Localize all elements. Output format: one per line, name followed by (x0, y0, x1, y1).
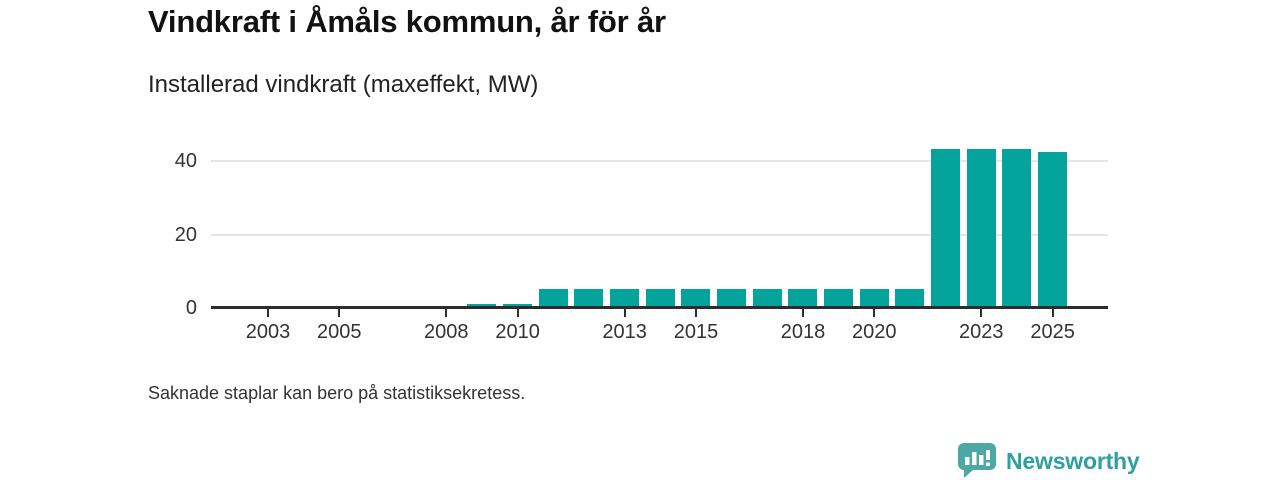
chart-footnote: Saknade staplar kan bero på statistiksek… (148, 383, 526, 403)
newsworthy-logo-text: Newsworthy (1006, 447, 1140, 474)
x-axis-tick (980, 309, 983, 318)
logo-mini-bars (965, 450, 990, 466)
bar-2013 (610, 289, 640, 309)
x-axis-tick (266, 309, 269, 318)
x-axis-tick-label: 2015 (673, 321, 719, 344)
y-axis-tick-label: 20 (174, 223, 197, 246)
bar-2023 (966, 148, 996, 309)
x-axis-tick-label: 2020 (852, 321, 897, 344)
x-axis-tick-label: 2023 (959, 321, 1004, 344)
bar-2012 (574, 289, 604, 309)
x-axis-tick (694, 309, 697, 318)
x-axis-tick-label: 2008 (424, 321, 469, 344)
newsworthy-logo-icon (958, 443, 996, 478)
x-axis-tick (338, 309, 341, 318)
bar-2009 (467, 303, 497, 309)
x-axis-line (211, 306, 1108, 310)
y-axis-tick-label: 0 (185, 297, 197, 320)
x-axis-tick-label: 2025 (1030, 321, 1075, 344)
bar-2024 (1002, 148, 1032, 309)
x-axis-tick (445, 309, 448, 318)
y-gridline (211, 159, 1108, 162)
bar-2020 (859, 289, 889, 309)
x-axis-tick-label: 2010 (495, 321, 540, 344)
x-axis-tick (873, 309, 876, 318)
bar-2015 (681, 289, 711, 309)
chart-subtitle: Installerad vindkraft (maxeffekt, MW) (148, 71, 539, 98)
bar-2017 (752, 289, 782, 309)
bar-2011 (538, 289, 568, 309)
x-axis-tick-label: 2005 (317, 321, 362, 344)
x-axis-tick (623, 309, 626, 318)
bar-2025 (1038, 151, 1068, 309)
bar-2014 (645, 289, 675, 309)
x-axis-tick (801, 309, 804, 318)
bar-2022 (931, 148, 961, 309)
y-gridline (211, 233, 1108, 236)
x-axis-tick (1051, 309, 1054, 318)
bar-2018 (788, 289, 818, 309)
bar-2021 (895, 289, 925, 309)
x-axis-tick-label: 2018 (780, 321, 826, 344)
bar-2016 (717, 289, 747, 309)
newsworthy-logo: Newsworthy (956, 442, 1140, 479)
logo-speech-bubble (958, 443, 996, 478)
bar-2010 (503, 303, 533, 309)
chart-title: Vindkraft i Åmåls kommun, år för år (148, 4, 666, 39)
y-axis-tick-label: 40 (174, 149, 197, 172)
x-axis-tick-label: 2013 (602, 321, 647, 344)
x-axis-tick (516, 309, 519, 318)
bar-2019 (824, 289, 854, 309)
x-axis-tick-label: 2003 (245, 321, 291, 344)
